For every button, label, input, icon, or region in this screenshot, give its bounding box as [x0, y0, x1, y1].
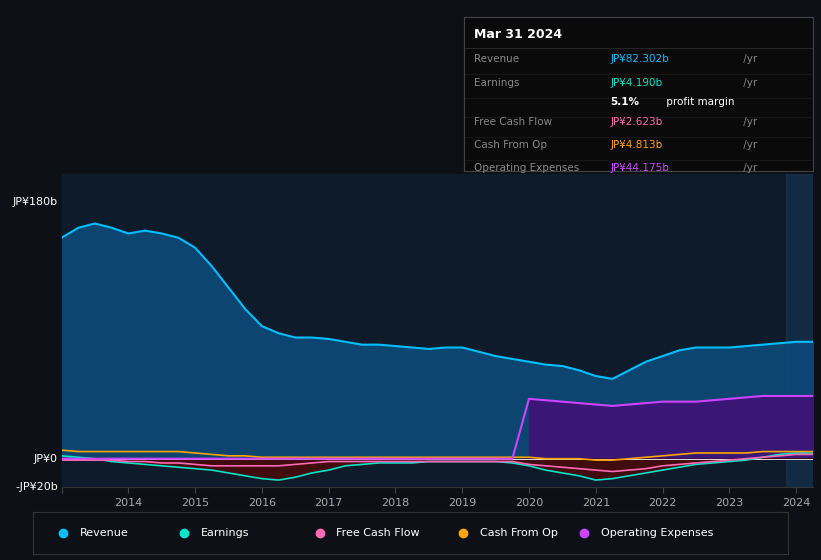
- Text: Operating Expenses: Operating Expenses: [601, 529, 713, 538]
- Text: JP¥0: JP¥0: [34, 454, 57, 464]
- Text: profit margin: profit margin: [663, 97, 734, 107]
- Text: Mar 31 2024: Mar 31 2024: [475, 27, 562, 40]
- Text: JP¥44.175b: JP¥44.175b: [610, 163, 669, 173]
- Text: Free Cash Flow: Free Cash Flow: [475, 117, 553, 127]
- Text: JP¥4.813b: JP¥4.813b: [610, 140, 663, 150]
- Text: Revenue: Revenue: [80, 529, 128, 538]
- Text: JP¥2.623b: JP¥2.623b: [610, 117, 663, 127]
- Text: Cash From Op: Cash From Op: [480, 529, 557, 538]
- Text: /yr: /yr: [740, 163, 757, 173]
- Text: /yr: /yr: [740, 78, 757, 88]
- Text: JP¥4.190b: JP¥4.190b: [610, 78, 663, 88]
- Text: Earnings: Earnings: [200, 529, 249, 538]
- Text: Free Cash Flow: Free Cash Flow: [337, 529, 420, 538]
- Text: /yr: /yr: [740, 140, 757, 150]
- Text: /yr: /yr: [740, 54, 757, 64]
- Text: /yr: /yr: [740, 117, 757, 127]
- Text: Earnings: Earnings: [475, 78, 520, 88]
- Text: 5.1%: 5.1%: [610, 97, 640, 107]
- Text: Cash From Op: Cash From Op: [475, 140, 548, 150]
- Text: JP¥82.302b: JP¥82.302b: [610, 54, 669, 64]
- Text: -JP¥20b: -JP¥20b: [15, 482, 57, 492]
- Text: JP¥180b: JP¥180b: [12, 197, 57, 207]
- Text: Revenue: Revenue: [475, 54, 520, 64]
- Bar: [786, 174, 813, 487]
- Text: Operating Expenses: Operating Expenses: [475, 163, 580, 173]
